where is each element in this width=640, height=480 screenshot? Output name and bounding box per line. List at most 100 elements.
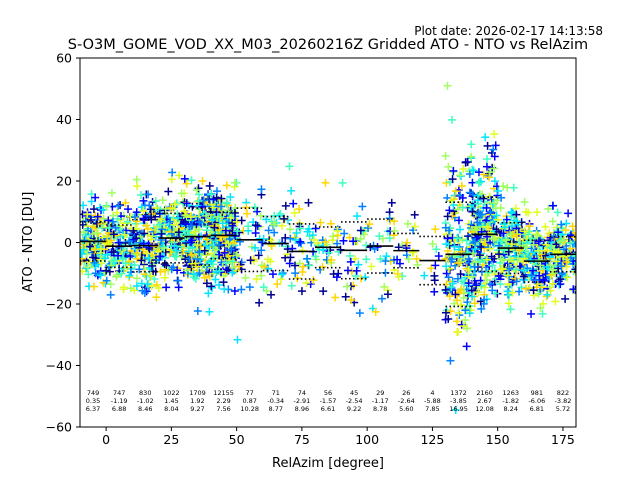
y-axis-label: ATO - NTO [DU] bbox=[21, 192, 36, 293]
data-point bbox=[210, 223, 219, 232]
bin-count-label: 45 bbox=[350, 389, 358, 397]
data-point bbox=[89, 282, 98, 291]
data-point bbox=[305, 261, 314, 270]
data-point bbox=[504, 255, 513, 264]
bin-count-label: 4 bbox=[430, 389, 434, 397]
data-point bbox=[362, 255, 371, 264]
data-point bbox=[297, 239, 306, 248]
data-point bbox=[461, 306, 470, 315]
data-point bbox=[491, 141, 500, 150]
data-point bbox=[485, 173, 494, 182]
data-point bbox=[355, 309, 364, 318]
data-point bbox=[273, 280, 282, 289]
data-point bbox=[87, 197, 96, 206]
bin-mean-label: 0.35 bbox=[86, 397, 100, 405]
data-point bbox=[490, 177, 499, 186]
data-point bbox=[470, 299, 479, 308]
data-point bbox=[455, 225, 464, 234]
data-point bbox=[136, 190, 145, 199]
data-point bbox=[106, 290, 115, 299]
data-point bbox=[356, 234, 365, 243]
data-point bbox=[212, 267, 221, 276]
data-point bbox=[475, 242, 484, 251]
data-point bbox=[104, 216, 113, 225]
data-point bbox=[85, 242, 94, 251]
data-point bbox=[161, 204, 170, 213]
data-point bbox=[431, 225, 440, 234]
data-point bbox=[347, 295, 356, 304]
data-point bbox=[468, 272, 477, 281]
data-point bbox=[508, 288, 517, 297]
data-point bbox=[465, 309, 474, 318]
data-point bbox=[485, 244, 494, 253]
data-point bbox=[471, 237, 480, 246]
data-point bbox=[160, 260, 169, 269]
data-point bbox=[80, 245, 88, 254]
data-point bbox=[559, 238, 568, 247]
data-point bbox=[84, 270, 93, 279]
data-point bbox=[537, 283, 546, 292]
data-point bbox=[376, 255, 385, 264]
data-point bbox=[487, 252, 496, 261]
data-point bbox=[509, 183, 518, 192]
data-point bbox=[542, 251, 551, 260]
data-point bbox=[228, 268, 237, 277]
data-point bbox=[232, 217, 241, 226]
data-point bbox=[133, 249, 142, 258]
data-point bbox=[467, 140, 476, 149]
data-point bbox=[365, 220, 374, 229]
data-point bbox=[287, 281, 296, 290]
data-point bbox=[498, 265, 507, 274]
data-point bbox=[538, 309, 547, 318]
data-point bbox=[524, 208, 533, 217]
data-point bbox=[157, 215, 166, 224]
data-point bbox=[528, 251, 537, 260]
data-point bbox=[453, 317, 462, 326]
data-point bbox=[165, 217, 174, 226]
data-point bbox=[339, 236, 348, 245]
data-point bbox=[226, 193, 235, 202]
data-point bbox=[205, 181, 214, 190]
data-point bbox=[442, 240, 451, 249]
data-point bbox=[540, 276, 549, 285]
data-point bbox=[361, 273, 370, 282]
data-point bbox=[303, 254, 312, 263]
data-point bbox=[482, 155, 491, 164]
bin-std-label: 8.78 bbox=[373, 405, 387, 413]
data-point bbox=[552, 248, 561, 257]
data-point bbox=[549, 265, 558, 274]
data-point bbox=[494, 186, 503, 195]
data-point bbox=[219, 232, 228, 241]
data-point bbox=[490, 266, 499, 275]
data-point bbox=[503, 271, 512, 280]
data-point bbox=[346, 257, 355, 266]
data-point bbox=[542, 292, 551, 301]
data-point bbox=[453, 205, 462, 214]
data-point bbox=[349, 237, 358, 246]
data-point bbox=[342, 282, 351, 291]
data-point bbox=[538, 242, 547, 251]
data-point bbox=[377, 294, 386, 303]
bin-statistics bbox=[80, 196, 576, 308]
data-point bbox=[259, 234, 268, 243]
data-point bbox=[80, 236, 89, 245]
data-point bbox=[461, 316, 470, 325]
data-point bbox=[218, 219, 227, 228]
data-point bbox=[140, 288, 149, 297]
data-point bbox=[485, 168, 494, 177]
data-point bbox=[286, 253, 295, 262]
data-point bbox=[394, 272, 403, 281]
bin-count-label: 56 bbox=[324, 389, 332, 397]
data-point bbox=[267, 290, 276, 299]
data-point bbox=[521, 252, 530, 261]
data-point bbox=[446, 307, 455, 316]
data-point bbox=[224, 207, 233, 216]
data-point bbox=[462, 342, 471, 351]
data-point bbox=[526, 256, 535, 265]
data-point bbox=[241, 273, 250, 282]
data-point bbox=[143, 249, 152, 258]
data-point bbox=[499, 182, 508, 191]
data-point bbox=[214, 240, 223, 249]
data-point bbox=[482, 162, 491, 171]
